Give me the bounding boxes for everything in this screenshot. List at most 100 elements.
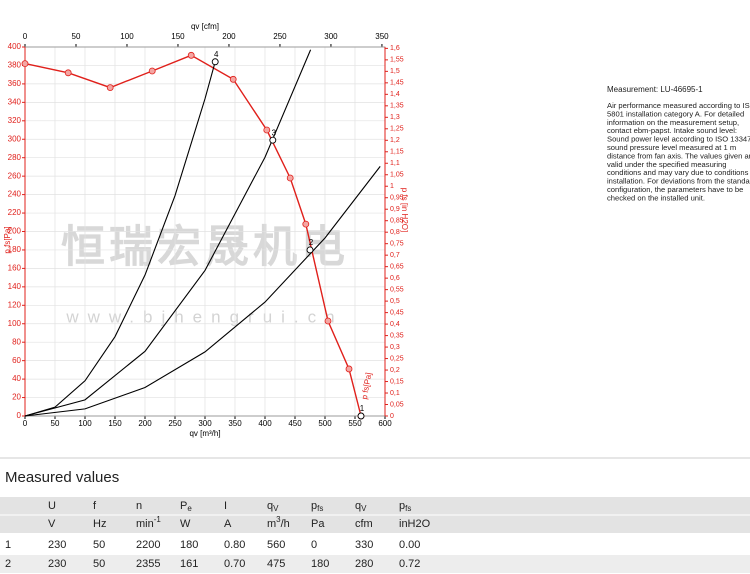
cell-text: A <box>224 518 232 530</box>
x2-tick-label: 100 <box>120 32 134 41</box>
cell-text: U <box>48 500 56 512</box>
table-cell: n <box>136 500 142 512</box>
y2-tick-label: 0,55 <box>390 286 404 293</box>
cell-text: W <box>180 518 191 530</box>
cell-text: m <box>267 518 276 530</box>
note-line: Air performance measured according to IS… <box>607 101 750 110</box>
x-axis-title: qv [m³/h] <box>189 429 220 438</box>
x-tick-label: 300 <box>198 419 212 428</box>
table-cell: 330 <box>355 539 373 551</box>
y-tick-label: 320 <box>8 116 22 125</box>
table-cell: I <box>224 500 227 512</box>
cell-subscript: V <box>273 504 279 513</box>
y-tick-label: 0 <box>17 411 22 420</box>
cell-text: P <box>180 500 187 512</box>
y2-tick-label: 1,05 <box>390 172 404 179</box>
table-cell: min-1 <box>136 515 161 530</box>
x2-axis-title: qv [cfm] <box>191 22 219 31</box>
x-tick-label: 250 <box>168 419 182 428</box>
y-tick-label: 240 <box>8 190 22 199</box>
y-tick-label: 40 <box>12 374 21 383</box>
y2-tick-label: 0 <box>390 413 394 420</box>
curve <box>24 166 381 417</box>
y2-tick-label: 1,4 <box>390 91 400 98</box>
y-tick-label: 20 <box>12 393 21 402</box>
y2-tick-label: 1,5 <box>390 68 400 75</box>
cell-subscript: fs <box>405 504 411 513</box>
operating-point <box>357 412 365 420</box>
y2-tick-label: 1,35 <box>390 103 404 110</box>
data-point <box>229 75 237 83</box>
y2-tick-label: 1,55 <box>390 57 404 64</box>
operating-point-label: 4 <box>214 50 219 59</box>
cell-text: /h <box>281 518 290 530</box>
operating-point <box>211 58 219 66</box>
measurement-id: Measurement: LU-46695-1 <box>607 85 703 94</box>
table-cell: 50 <box>93 558 105 570</box>
y2-tick-label: 0,85 <box>390 218 404 225</box>
cell-text: q <box>267 500 273 512</box>
y-tick-label: 140 <box>8 282 22 291</box>
y2-tick-label: 1,45 <box>390 80 404 87</box>
y-tick-label: 340 <box>8 97 22 106</box>
y-tick-label: 380 <box>8 61 22 70</box>
y2-tick-label: 0,8 <box>390 229 400 236</box>
y-tick-label: 300 <box>8 134 22 143</box>
note-line: configuration, the parameters have to be <box>607 185 743 194</box>
table-cell: A <box>224 518 232 530</box>
y2-tick-label: 1,2 <box>390 137 400 144</box>
table-cell: 2200 <box>136 539 160 551</box>
y-tick-label: 200 <box>8 227 22 236</box>
operating-point-label: 1 <box>360 404 365 413</box>
cell-text: inH2O <box>399 518 431 530</box>
table-cell: 1 <box>5 539 11 551</box>
cell-text: V <box>48 518 56 530</box>
x2-tick-label: 300 <box>324 32 338 41</box>
y2-tick-label: 0,75 <box>390 241 404 248</box>
y2-tick-label: 0,05 <box>390 401 404 408</box>
x-tick-label: 200 <box>138 419 152 428</box>
table-cell: f <box>93 500 97 512</box>
note-line: sound pressure level measured at 1 m <box>607 143 736 152</box>
y2-tick-label: 0,65 <box>390 263 404 270</box>
table-cell: Hz <box>93 518 106 530</box>
table-cell: inH2O <box>399 518 431 530</box>
data-point <box>324 317 332 325</box>
cell-text: n <box>136 500 142 512</box>
x-tick-label: 550 <box>348 419 362 428</box>
y2-tick-label: 1 <box>390 183 394 190</box>
y2-tick-label: 0,1 <box>390 390 400 397</box>
x2-tick-label: 250 <box>273 32 287 41</box>
table-cell: U <box>48 500 56 512</box>
cell-text: cfm <box>355 518 373 530</box>
x-tick-label: 50 <box>51 419 60 428</box>
note-line: checked on the installed unit. <box>607 193 705 202</box>
y2-tick-label: 0,35 <box>390 332 404 339</box>
y-tick-label: 360 <box>8 79 22 88</box>
watermark-text: 恒瑞宏晟机电 <box>61 223 349 272</box>
x2-tick-label: 0 <box>23 32 28 41</box>
y2-tick-label: 0,7 <box>390 252 400 259</box>
y2-tick-label: 1,25 <box>390 126 404 133</box>
y2-tick-label: 0,5 <box>390 298 400 305</box>
x2-tick-label: 200 <box>222 32 236 41</box>
x-tick-label: 100 <box>78 419 92 428</box>
note-line: valid under the specified measuring <box>607 160 726 169</box>
note-line: conditions and may vary due to condition… <box>607 168 750 177</box>
y-axis-title: p fs[Pa] <box>3 226 12 253</box>
table-cell: 0 <box>311 539 317 551</box>
table-cell: 560 <box>267 539 285 551</box>
table-cell: qV <box>355 500 367 513</box>
note-line: information on the measurement setup, <box>607 118 739 127</box>
y2-tick-label: 0,95 <box>390 195 404 202</box>
y2-tick-label: 0,45 <box>390 309 404 316</box>
table-cell: cfm <box>355 518 373 530</box>
note-line: contact ebm-papst. Intake sound level: <box>607 126 737 135</box>
table-cell: 230 <box>48 539 66 551</box>
table-cell: V <box>48 518 56 530</box>
table-cell: W <box>180 518 191 530</box>
table-cell: pfs <box>311 500 323 513</box>
x-tick-label: 150 <box>108 419 122 428</box>
table-cell: 0.80 <box>224 539 245 551</box>
